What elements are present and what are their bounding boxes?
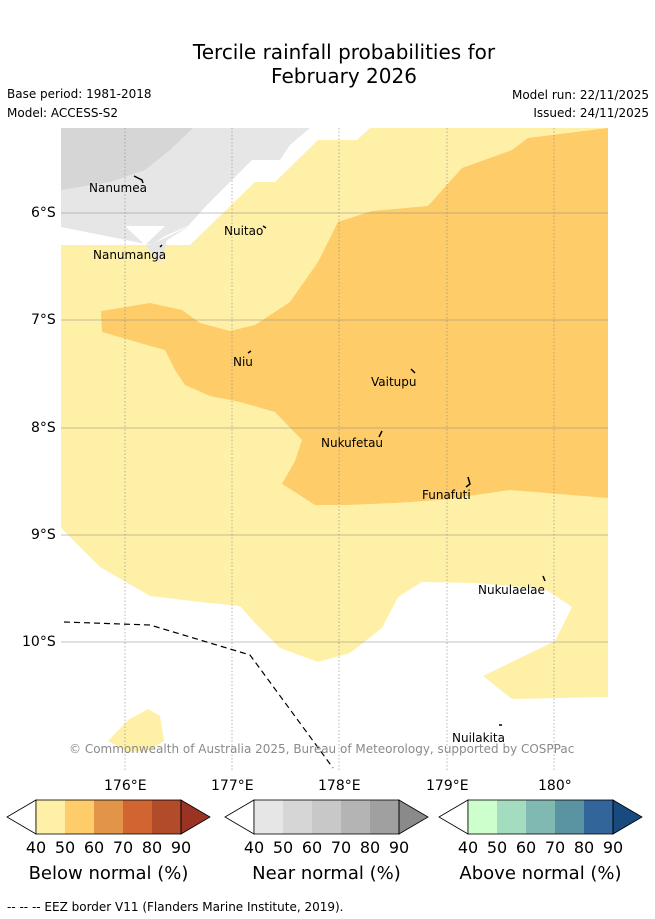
below-normal-40-blob — [108, 709, 164, 752]
below-swatch-1 — [36, 800, 65, 834]
below-tick-60: 60 — [83, 838, 105, 857]
below-swatch-2 — [65, 800, 94, 834]
chart-title: Tercile rainfall probabilities for Febru… — [0, 40, 655, 88]
lat-label-9s: 9°S — [31, 527, 56, 543]
eez-border — [63, 621, 334, 769]
island-label-funafuti: Funafuti — [422, 488, 471, 502]
lon-label-176e: 176°E — [104, 778, 147, 794]
near-tick-50: 50 — [272, 838, 294, 857]
above-tick-40: 40 — [457, 838, 479, 857]
title-line-1: Tercile rainfall probabilities for — [192, 40, 496, 64]
below-swatch-4 — [123, 800, 152, 834]
nuitao-marker — [262, 225, 267, 229]
colorbar-above — [438, 799, 643, 835]
below-tick-50: 50 — [54, 838, 76, 857]
lat-label-10s: 10°S — [22, 634, 56, 650]
issued-date: Issued: 24/11/2025 — [533, 106, 649, 120]
island-label-vaitupu: Vaitupu — [371, 375, 417, 389]
above-tick-90: 90 — [602, 838, 624, 857]
above-tick-60: 60 — [515, 838, 537, 857]
funafuti-marker — [465, 476, 471, 488]
colorbar-below — [6, 799, 211, 835]
near-normal-title: Near normal (%) — [252, 863, 401, 884]
above-swatch-2 — [497, 800, 526, 834]
colorbar-near — [224, 799, 429, 835]
nukulaelae-marker — [542, 575, 546, 582]
lon-label-177e: 177°E — [211, 778, 254, 794]
nanumea-marker — [133, 175, 144, 184]
above-swatch-5 — [584, 800, 613, 834]
above-tick-80: 80 — [573, 838, 595, 857]
lat-label-7s: 7°S — [31, 312, 56, 328]
below-swatch-5 — [152, 800, 181, 834]
below-tick-40: 40 — [25, 838, 47, 857]
no-data-notch — [125, 226, 165, 245]
island-label-nanumanga: Nanumanga — [93, 248, 167, 262]
island-label-nanumea: Nanumea — [89, 181, 147, 195]
above-swatch-3 — [526, 800, 555, 834]
copyright-notice: © Commonwealth of Australia 2025, Bureau… — [69, 742, 575, 756]
island-label-nukufetau: Nukufetau — [321, 436, 384, 450]
near-swatch-2 — [283, 800, 312, 834]
above-normal-title: Above normal (%) — [459, 863, 622, 884]
island-label-niu: Niu — [233, 355, 253, 369]
island-markers — [133, 175, 546, 726]
island-label-nuitao: Nuitao — [224, 224, 264, 238]
near-tick-80: 80 — [359, 838, 381, 857]
above-tick-50: 50 — [486, 838, 508, 857]
near-tick-90: 90 — [388, 838, 410, 857]
base-period: Base period: 1981-2018 — [7, 87, 152, 101]
model-run: Model run: 22/11/2025 — [511, 88, 649, 102]
near-swatch-1 — [254, 800, 283, 834]
graticule — [61, 128, 608, 770]
below-tick-90: 90 — [170, 838, 192, 857]
above-swatch-6 — [613, 800, 642, 834]
island-label-nuilakita: Nuilakita — [452, 731, 505, 745]
near-swatch-4 — [341, 800, 370, 834]
near-normal-50-region — [61, 128, 193, 190]
lat-label-8s: 8°S — [31, 420, 56, 436]
below-normal-title: Below normal (%) — [28, 863, 189, 884]
lat-label-6s: 6°S — [31, 205, 56, 221]
lon-label-179e: 179°E — [426, 778, 469, 794]
above-swatch-1 — [468, 800, 497, 834]
near-tick-70: 70 — [330, 838, 352, 857]
nukufetau-marker — [378, 430, 383, 438]
lon-label-178e: 178°E — [318, 778, 361, 794]
below-normal-50-region — [101, 128, 608, 505]
near-swatch-5 — [370, 800, 399, 834]
below-tick-80: 80 — [141, 838, 163, 857]
near-swatch-6 — [399, 800, 428, 834]
lon-label-180: 180° — [538, 778, 572, 794]
below-swatch-3 — [94, 800, 123, 834]
vaitupu-marker — [410, 368, 416, 374]
near-tick-60: 60 — [301, 838, 323, 857]
above-tick-70: 70 — [544, 838, 566, 857]
below-swatch-6 — [181, 800, 210, 834]
below-tick-70: 70 — [112, 838, 134, 857]
near-swatch-3 — [312, 800, 341, 834]
near-tick-40: 40 — [243, 838, 265, 857]
above-swatch-4 — [555, 800, 584, 834]
eez-border-note: -- -- -- EEZ border V11 (Flanders Marine… — [7, 900, 344, 914]
near-normal-40-region-edge — [145, 226, 190, 263]
island-label-nukulaelae: Nukulaelae — [478, 583, 545, 597]
niu-marker — [247, 350, 252, 354]
nanumanga-marker — [159, 244, 163, 248]
title-line-2: February 2026 — [271, 64, 417, 88]
model-name: Model: ACCESS-S2 — [7, 106, 119, 120]
